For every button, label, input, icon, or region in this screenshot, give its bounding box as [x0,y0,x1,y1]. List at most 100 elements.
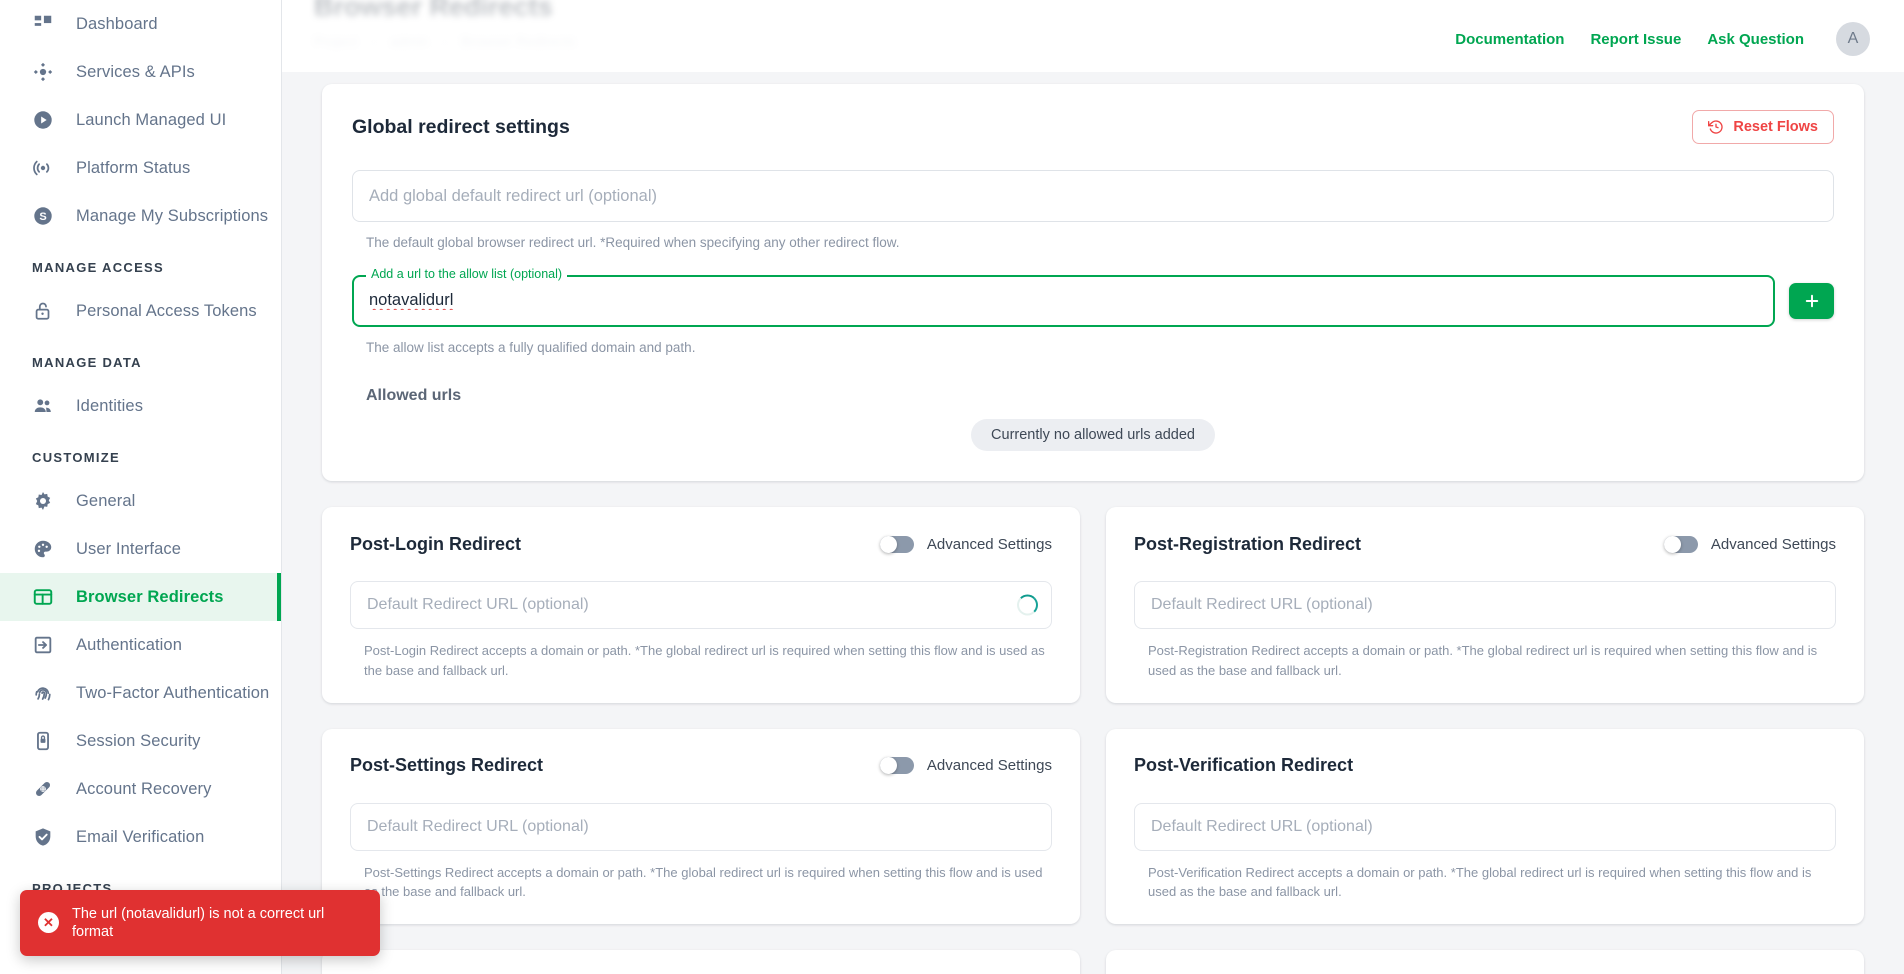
allowed-urls-empty-row: Currently no allowed urls added [352,419,1834,452]
allow-list-field-border: Add a url to the allow list (optional) [352,268,1775,327]
dashboard-icon [32,13,54,35]
reset-flows-label: Reset Flows [1733,119,1818,135]
global-card-header: Global redirect settings Reset Flows [352,110,1834,144]
sidebar-item-general[interactable]: General [0,477,281,525]
breadcrumb: Project › admin › Browser Redirects [314,34,575,50]
advanced-settings-toggle[interactable] [879,535,914,553]
sidebar-item-label: Browser Redirects [76,587,224,606]
advanced-settings-toggle-group: Advanced Settings [1663,535,1836,553]
breadcrumb-separator-icon: › [371,34,377,50]
post-verification-redirect-card: Post-Verification Redirect Post-Verificat… [1106,728,1864,925]
sidebar-item-label: Authentication [76,635,182,654]
error-circle-icon: ✕ [38,912,59,934]
next-flow-card-partial [322,950,1080,974]
allow-list-input[interactable] [354,276,1773,325]
breadcrumb-separator-icon: › [442,34,448,50]
sidebar-item-label: Two-Factor Authentication [76,683,270,702]
flow-url-input[interactable] [1134,802,1836,851]
history-restore-icon [1708,119,1724,135]
sidebar-item-dashboard[interactable]: Dashboard [0,0,281,48]
sidebar-item-authentication[interactable]: Authentication [0,621,281,669]
signal-icon [32,157,54,179]
advanced-settings-label: Advanced Settings [1710,535,1836,553]
services-icon [32,61,54,83]
sidebar-item-label: Account Recovery [76,779,212,798]
sidebar-item-browser-redirects[interactable]: Browser Redirects [0,573,281,621]
add-url-button[interactable] [1789,282,1834,319]
flow-url-input[interactable] [1134,581,1836,630]
dollar-circle-icon: S [32,205,54,227]
bandage-icon [32,778,54,800]
sidebar-item-services-apis[interactable]: Services & APIs [0,48,281,96]
page-header: Browser Redirects Project › admin › Brow… [282,0,1904,72]
breadcrumb-item-admin[interactable]: admin [390,34,429,50]
reset-flows-button[interactable]: Reset Flows [1692,110,1834,144]
advanced-settings-toggle[interactable] [879,757,914,775]
advanced-settings-toggle-group: Advanced Settings [879,535,1052,553]
main-content: Browser Redirects Project › admin › Brow… [282,0,1904,974]
sidebar-item-user-interface[interactable]: User Interface [0,525,281,573]
login-arrow-icon [32,634,54,656]
sidebar-item-launch-managed-ui[interactable]: Launch Managed UI [0,96,281,144]
sidebar-item-session-security[interactable]: Session Security [0,717,281,765]
next-flow-card-partial [1106,950,1864,974]
svg-text:S: S [39,211,46,223]
loading-spinner-icon [1017,594,1038,616]
sidebar-item-label: Personal Access Tokens [76,301,257,320]
allow-list-helper: The allow list accepts a fully qualified… [366,339,696,355]
sidebar-item-email-verification[interactable]: Email Verification [0,813,281,861]
sidebar-item-label: Identities [76,396,144,415]
sidebar-item-identities[interactable]: Identities [0,382,281,430]
palette-icon [32,538,54,560]
flow-url-field [350,802,1052,851]
flow-helper-text: Post-Login Redirect accepts a domain or … [364,643,1045,678]
sidebar-item-manage-my-subscriptions[interactable]: S Manage My Subscriptions [0,192,281,240]
flow-url-input[interactable] [350,581,1052,630]
toggle-knob [879,535,897,553]
allow-list-field: Add a url to the allow list (optional) [352,268,1775,327]
global-card-title: Global redirect settings [352,115,570,138]
sidebar-item-label: General [76,491,136,510]
breadcrumb-item-project[interactable]: Project [314,34,358,50]
fingerprint-icon [32,682,54,704]
allow-list-row: Add a url to the allow list (optional) [352,268,1834,327]
people-icon [32,395,54,417]
flow-card-title: Post-Verification Redirect [1134,755,1354,776]
advanced-settings-label: Advanced Settings [926,535,1052,553]
toggle-knob [1663,535,1681,553]
report-issue-link[interactable]: Report Issue [1590,30,1682,48]
sidebar-item-two-factor-authentication[interactable]: Two-Factor Authentication [0,669,281,717]
post-registration-redirect-card: Post-Registration Redirect Advanced Setti… [1106,507,1864,703]
header-actions: Documentation Report Issue Ask Question … [1455,22,1870,56]
global-default-url-field: The default global browser redirect url.… [352,170,1834,253]
allowed-urls-empty-text: Currently no allowed urls added [971,419,1215,452]
sidebar-item-label: Services & APIs [76,62,195,81]
sidebar-item-platform-status[interactable]: Platform Status [0,144,281,192]
flow-card-title: Post-Settings Redirect [350,755,544,776]
global-default-url-input[interactable] [352,170,1834,222]
sidebar-item-label: Platform Status [76,158,191,177]
flow-url-input[interactable] [350,802,1052,851]
global-redirect-settings-card: Global redirect settings Reset Flows [322,84,1864,482]
sidebar-section-title: MANAGE DATA [32,355,142,370]
settings-scroll-area[interactable]: Global redirect settings Reset Flows [282,0,1904,974]
advanced-settings-toggle[interactable] [1663,535,1698,553]
flow-card-title: Post-Registration Redirect [1134,533,1362,554]
flow-helper-text: Post-Settings Redirect accepts a domain … [364,864,1043,900]
sidebar-item-label: Session Security [76,731,201,750]
breadcrumb-item-current: Browser Redirects [461,34,576,50]
sidebar-item-label: Email Verification [76,827,205,846]
error-toast[interactable]: ✕ The url (notavalidurl) is not a correc… [20,889,380,956]
ask-question-link[interactable]: Ask Question [1707,30,1804,48]
flow-url-field [1134,802,1836,851]
sidebar-item-label: Launch Managed UI [76,110,227,129]
avatar[interactable]: A [1836,22,1870,56]
toggle-knob [879,757,897,775]
sidebar-item-account-recovery[interactable]: Account Recovery [0,765,281,813]
browser-window-icon [32,586,54,608]
sidebar-item-personal-access-tokens[interactable]: Personal Access Tokens [0,287,281,335]
documentation-link[interactable]: Documentation [1455,30,1565,48]
